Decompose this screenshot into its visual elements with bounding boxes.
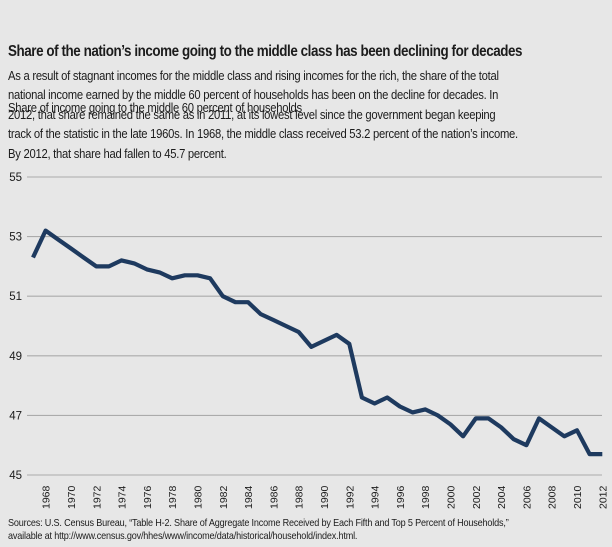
x-tick-label: 2006 — [521, 485, 533, 509]
x-tick-label: 1990 — [319, 485, 331, 509]
x-tick-label: 2008 — [547, 485, 559, 509]
x-tick-label: 1976 — [142, 485, 154, 509]
y-tick-label: 49 — [9, 351, 22, 363]
x-tick-label: 1988 — [294, 485, 306, 509]
page-subtitle: Share of income going to the middle 60 p… — [8, 100, 302, 115]
page-title: Share of the nation’s income going to th… — [8, 43, 523, 60]
x-tick-label: 2002 — [471, 485, 483, 509]
header: Share of the nation’s income going to th… — [8, 6, 522, 151]
y-tick-label: 51 — [9, 291, 22, 303]
x-tick-label: 1984 — [243, 485, 255, 509]
intro-paragraph: As a result of stagnant incomes for the … — [8, 68, 518, 161]
x-tick-label: 1968 — [41, 485, 53, 509]
y-tick-label: 53 — [9, 232, 22, 244]
x-tick-label: 1970 — [66, 485, 78, 509]
x-tick-label: 1974 — [117, 485, 129, 509]
x-tick-label: 2000 — [445, 485, 457, 509]
y-tick-label: 45 — [9, 470, 22, 482]
x-tick-label: 2004 — [496, 485, 508, 509]
x-tick-label: 1992 — [344, 485, 356, 509]
x-tick-label: 2012 — [597, 485, 609, 509]
middle-60-share-line — [31, 228, 603, 457]
x-axis-labels: 1968 1970 1972 1974 1976 1978 1980 1982 1984 1986… — [41, 485, 610, 509]
x-tick-label: 1996 — [395, 485, 407, 509]
x-tick-label: 1978 — [167, 485, 179, 509]
y-tick-label: 47 — [9, 410, 22, 422]
y-tick-label: 55 — [9, 172, 22, 184]
x-tick-label: 1986 — [268, 485, 280, 509]
x-tick-label: 1998 — [420, 485, 432, 509]
x-tick-label: 2010 — [572, 485, 584, 509]
income-share-line-chart: 45 47 49 51 53 55 1968 1970 1972 1974 1976 1978 1980… — [9, 172, 610, 509]
gridlines — [27, 176, 602, 476]
x-tick-label: 1980 — [192, 485, 204, 509]
y-axis-labels: 45 47 49 51 53 55 — [9, 172, 22, 482]
x-tick-label: 1982 — [218, 485, 230, 509]
x-tick-label: 1994 — [370, 485, 382, 509]
sources-note: Sources: U.S. Census Bureau, “Table H-2.… — [8, 517, 509, 542]
x-tick-label: 1972 — [91, 485, 103, 509]
